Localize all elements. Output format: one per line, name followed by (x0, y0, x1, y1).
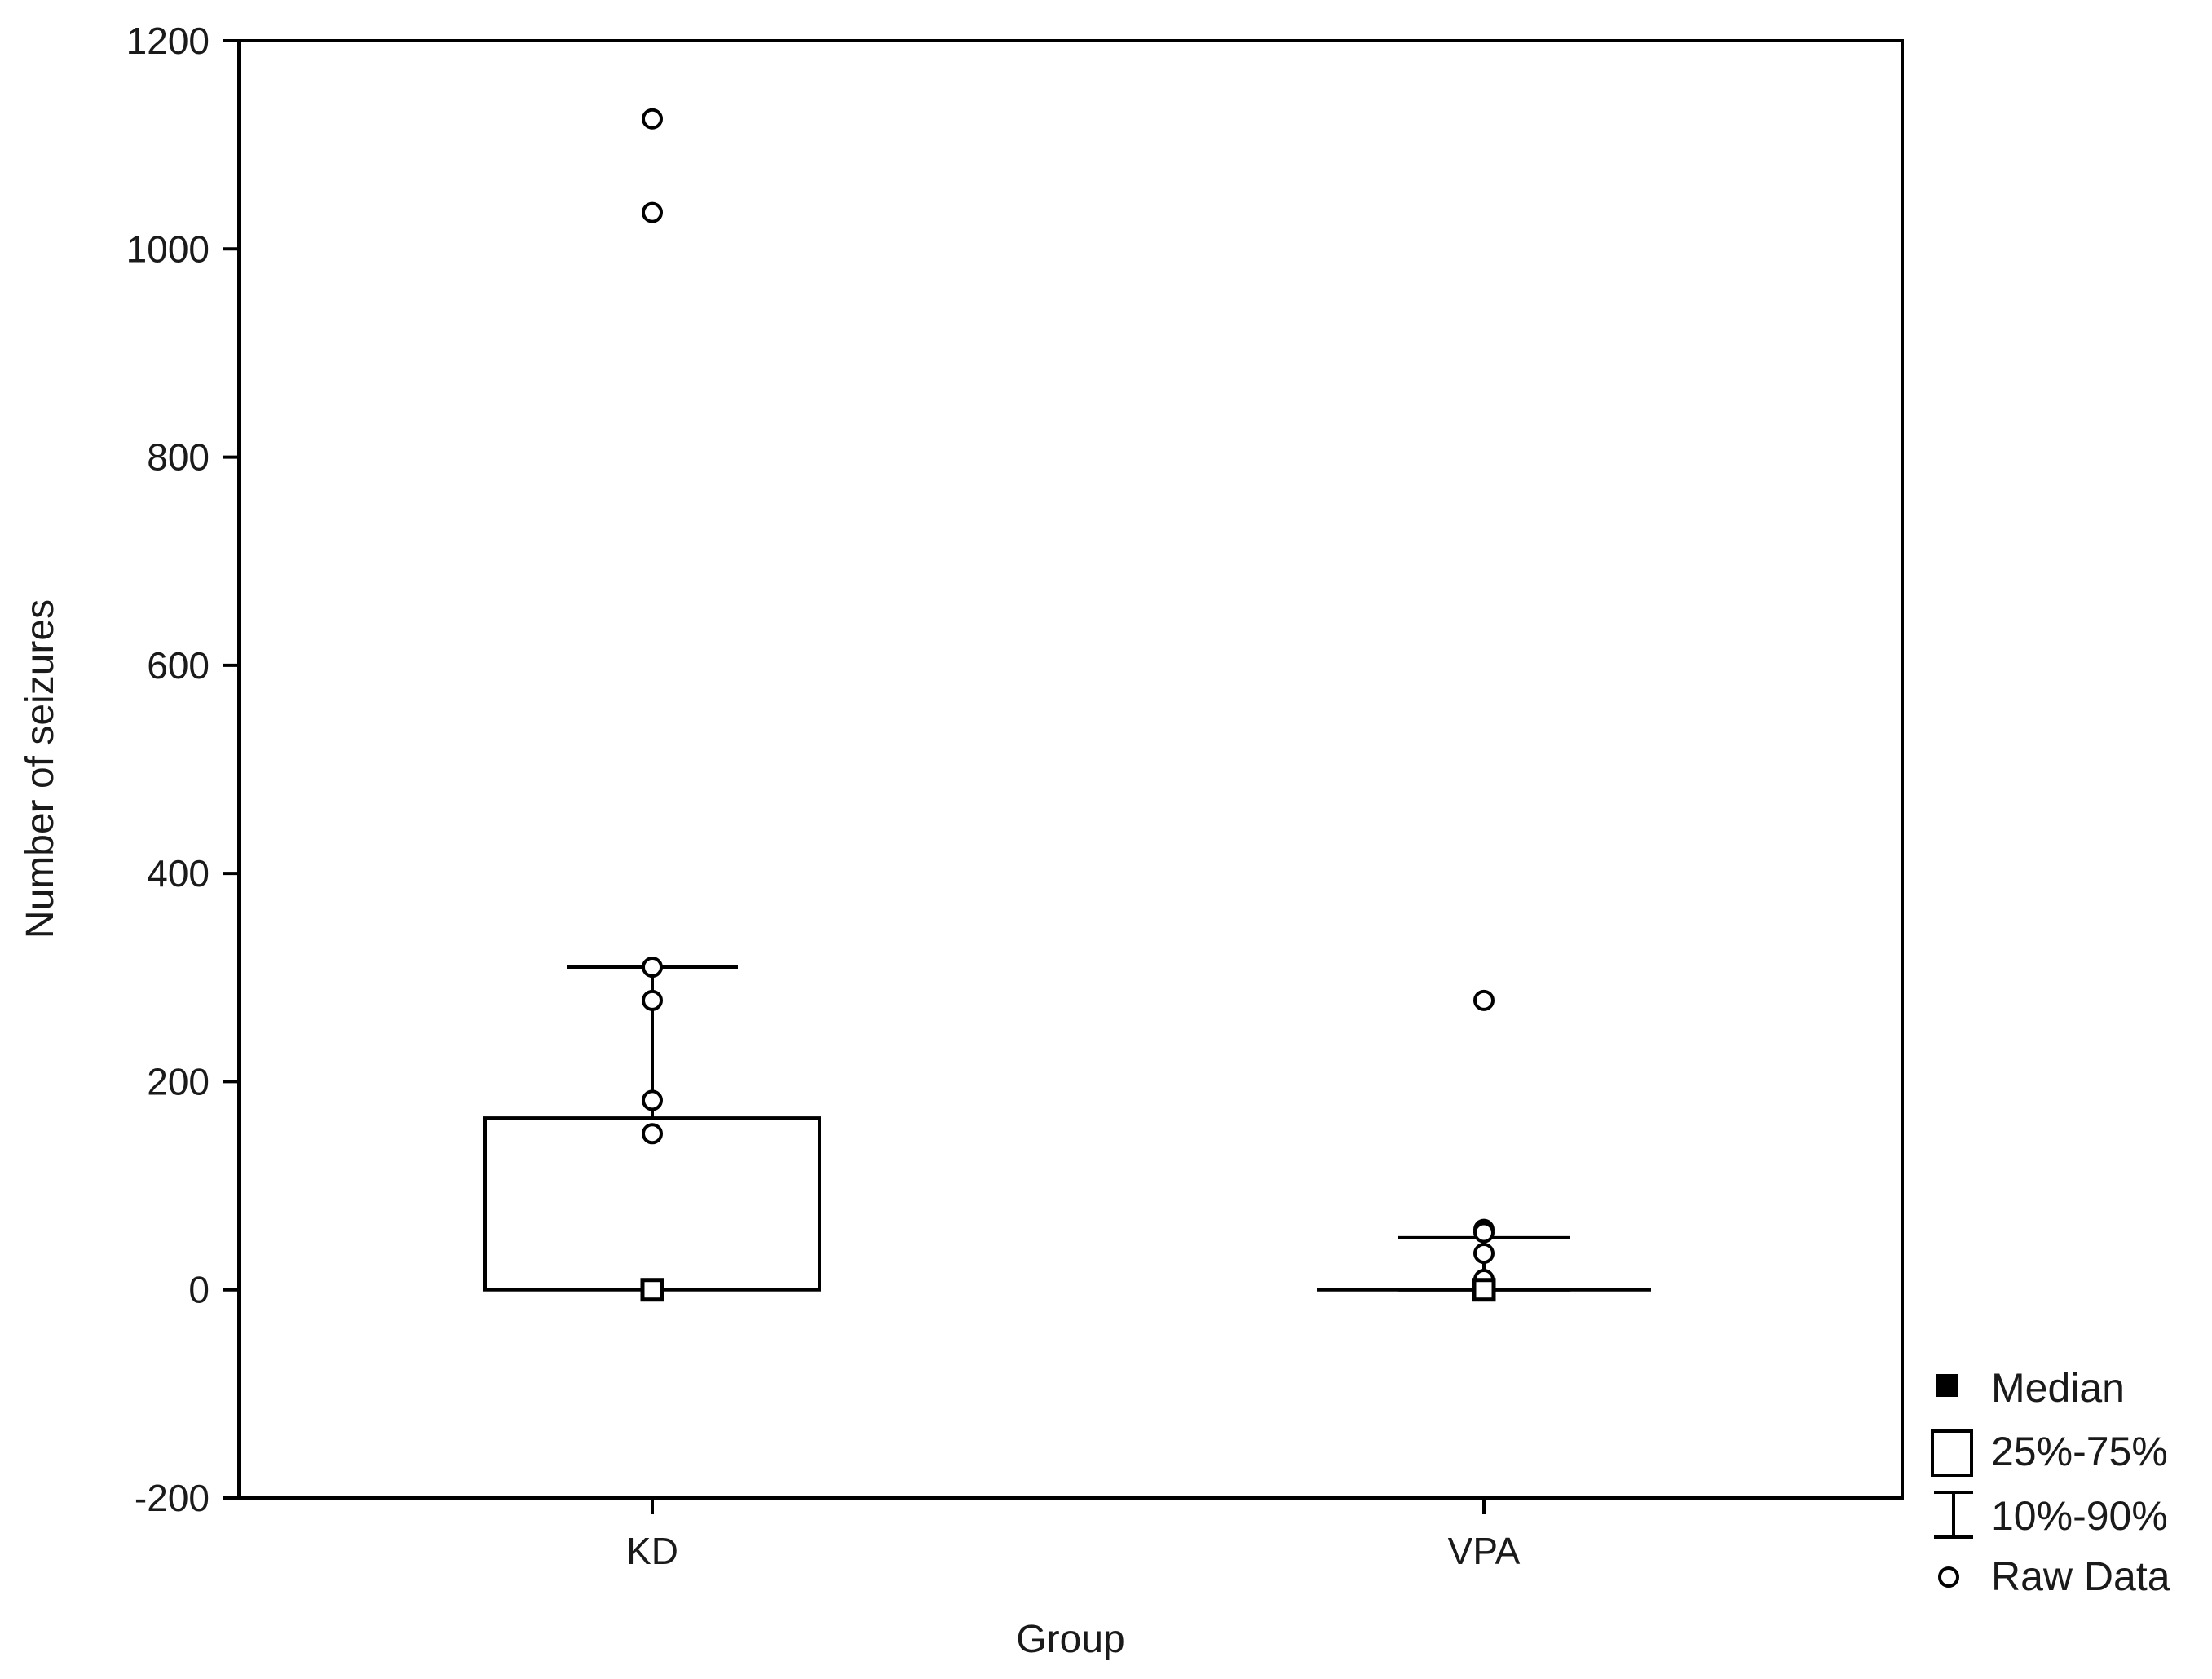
x-tick-label: VPA (1448, 1530, 1521, 1572)
median-marker (640, 1278, 664, 1302)
y-tick-label: -200 (135, 1477, 210, 1519)
group-kd (483, 108, 821, 1302)
legend-box-symbol (1931, 1429, 1973, 1477)
y-tick-label: 600 (147, 644, 210, 687)
raw-data-point (642, 989, 663, 1011)
group-vpa (1317, 989, 1651, 1302)
y-axis-title: Number of seizures (19, 599, 62, 939)
x-axis-title: Group (1016, 1618, 1124, 1661)
raw-data-point (1473, 989, 1495, 1011)
median-marker (1472, 1278, 1496, 1302)
plot-frame (237, 39, 1904, 1500)
y-tick-label: 1000 (126, 228, 210, 270)
y-tick-label: 1200 (126, 20, 210, 62)
raw-data-point (1473, 1243, 1495, 1265)
legend-median-label: Median (1991, 1365, 2125, 1411)
x-tick-label: KD (626, 1530, 678, 1572)
y-tick-label: 400 (147, 852, 210, 895)
raw-data-point (642, 201, 663, 223)
legend: Median 25%-75% 10%-90% Raw Data (1931, 1365, 2170, 1599)
legend-raw-symbol (1938, 1566, 1959, 1588)
legend-raw-label: Raw Data (1991, 1553, 2170, 1599)
raw-data-point (642, 1089, 663, 1111)
y-tick-label: 200 (147, 1060, 210, 1102)
raw-data-point (642, 1123, 663, 1145)
legend-whisker-symbol (1934, 1491, 1973, 1539)
y-tick-label: 800 (147, 436, 210, 479)
legend-median-symbol (1936, 1374, 1958, 1397)
legend-whisker-label: 10%-90% (1991, 1493, 2168, 1539)
legend-box-label: 25%-75% (1991, 1429, 2168, 1474)
y-axis: 1200 1000 800 600 400 200 0 -200 (126, 20, 239, 1519)
raw-data-point (642, 957, 663, 979)
y-tick-label: 0 (188, 1269, 210, 1311)
x-axis: KD VPA (626, 1498, 1521, 1572)
plot-area (483, 108, 1651, 1302)
raw-data-point (642, 108, 663, 130)
raw-data-point (1473, 1222, 1495, 1244)
